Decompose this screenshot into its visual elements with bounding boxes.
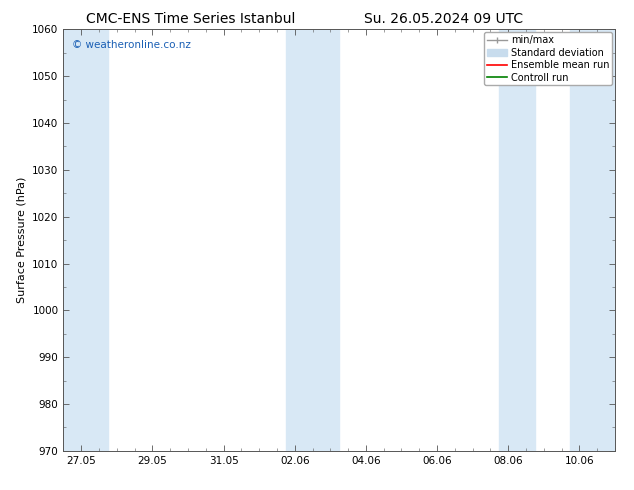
Text: CMC-ENS Time Series Istanbul: CMC-ENS Time Series Istanbul [86,12,295,26]
Bar [500,29,535,451]
Legend: min/max, Standard deviation, Ensemble mean run, Controll run: min/max, Standard deviation, Ensemble me… [484,32,612,85]
Bar [571,29,615,451]
Bar [286,29,339,451]
Bar [63,29,108,451]
Text: Su. 26.05.2024 09 UTC: Su. 26.05.2024 09 UTC [365,12,523,26]
Text: © weatheronline.co.nz: © weatheronline.co.nz [72,40,191,50]
Y-axis label: Surface Pressure (hPa): Surface Pressure (hPa) [16,177,27,303]
